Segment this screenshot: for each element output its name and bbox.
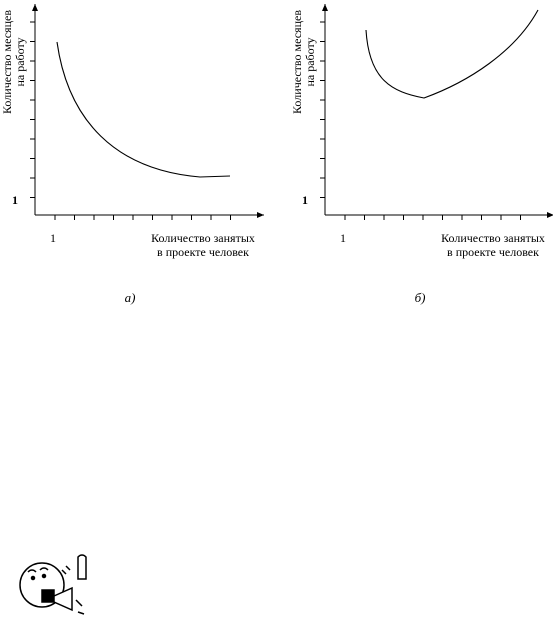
- x-axis-label: в проекте человек: [157, 245, 249, 259]
- y-tick-label: 1: [12, 193, 18, 207]
- y-axis-label: на работу: [303, 37, 317, 86]
- y-axis-label: на работу: [13, 37, 27, 86]
- caption: б): [415, 290, 426, 305]
- x-tick-label: 1: [340, 231, 346, 245]
- curve-a: [56, 41, 231, 178]
- x-axis-label: Количество занятых: [441, 231, 545, 245]
- diagram-b: 1 1 Количество месяцев на работу Количество …: [290, 4, 553, 305]
- y-axis-label: Количество месяцев: [0, 10, 14, 114]
- x-axis-label: Количество занятых: [151, 231, 255, 245]
- diagram-a: 1 1 Количество месяцев на работу Количество …: [0, 4, 264, 305]
- caption: а): [125, 290, 136, 305]
- mascot-icon: [19, 554, 87, 615]
- curve-b: [365, 9, 539, 99]
- y-tick-label: 1: [302, 193, 308, 207]
- y-axis-label: Количество месяцев: [290, 10, 304, 114]
- x-axis-label: в проекте человек: [447, 245, 539, 259]
- x-tick-label: 1: [50, 231, 56, 245]
